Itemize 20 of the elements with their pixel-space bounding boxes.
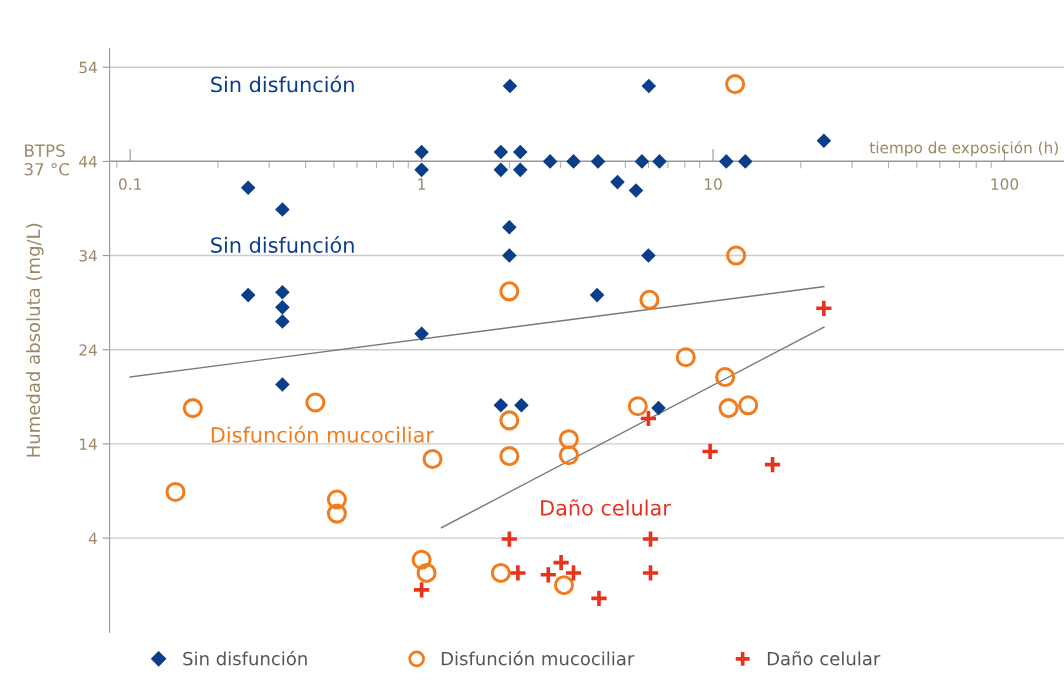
x-tick-label: 10 xyxy=(705,178,722,190)
ref-line-label: BTPS 37 °C xyxy=(24,144,70,176)
legend-label: Daño celular xyxy=(767,651,881,666)
legend-label: Disfunción mucociliar xyxy=(441,650,635,666)
y-tick-label: 4 xyxy=(88,532,97,544)
y-tick-label: 14 xyxy=(80,438,97,450)
y-tick-label: 54 xyxy=(79,61,97,74)
annotation: Sin disfunción xyxy=(211,235,354,253)
legend-label: Sin disfunción xyxy=(183,650,307,666)
x-tick-label: 1 xyxy=(418,178,426,190)
annotation: Sin disfunción xyxy=(211,75,354,93)
y-axis-title: Humedad absoluta (mg/L) xyxy=(26,223,44,457)
y-tick-label: 34 xyxy=(79,250,97,262)
annotation: Disfunción mucociliar xyxy=(211,425,434,443)
x-axis-title: tiempo de exposición (h) xyxy=(869,140,1058,157)
y-tick-label: 44 xyxy=(79,156,97,168)
x-tick-label: 0.1 xyxy=(119,178,141,190)
annotation: Daño celular xyxy=(541,499,671,516)
y-tick-label: 24 xyxy=(79,344,97,356)
x-tick-label: 100 xyxy=(991,178,1019,190)
